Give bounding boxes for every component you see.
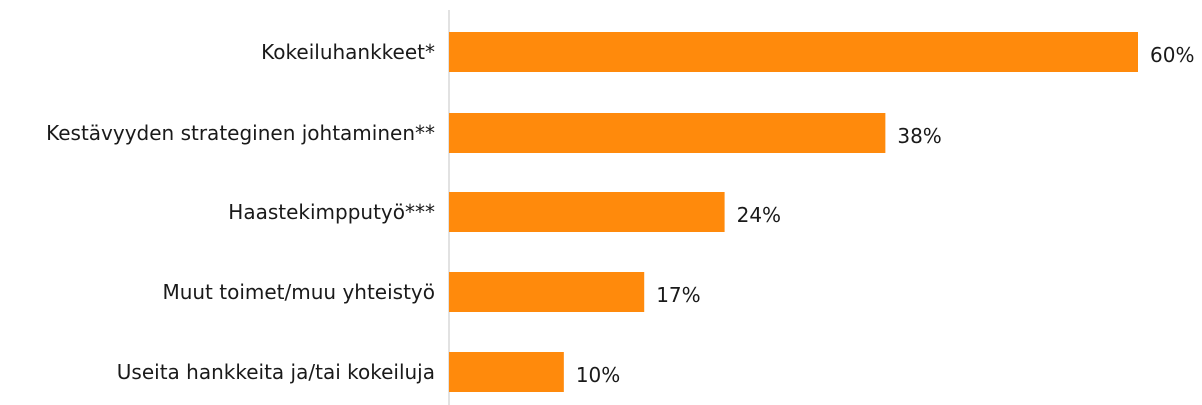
value-label: 24% [737, 203, 781, 227]
category-label: Kestävyyden strateginen johtaminen** [46, 121, 435, 145]
category-label: Kokeiluhankkeet* [261, 40, 435, 64]
value-label: 60% [1150, 43, 1194, 67]
bar-1 [449, 32, 1138, 72]
category-label: Muut toimet/muu yhteistyö [162, 280, 435, 304]
value-label: 17% [656, 283, 700, 307]
bar-4 [449, 272, 645, 312]
value-label: 10% [576, 363, 620, 387]
value-label: 38% [897, 124, 941, 148]
category-label: Haastekimpputyö*** [228, 200, 435, 224]
bar-2 [449, 113, 886, 153]
category-label: Useita hankkeita ja/tai kokeiluja [117, 360, 435, 384]
bar-3 [449, 192, 725, 232]
bar-5 [449, 352, 564, 392]
